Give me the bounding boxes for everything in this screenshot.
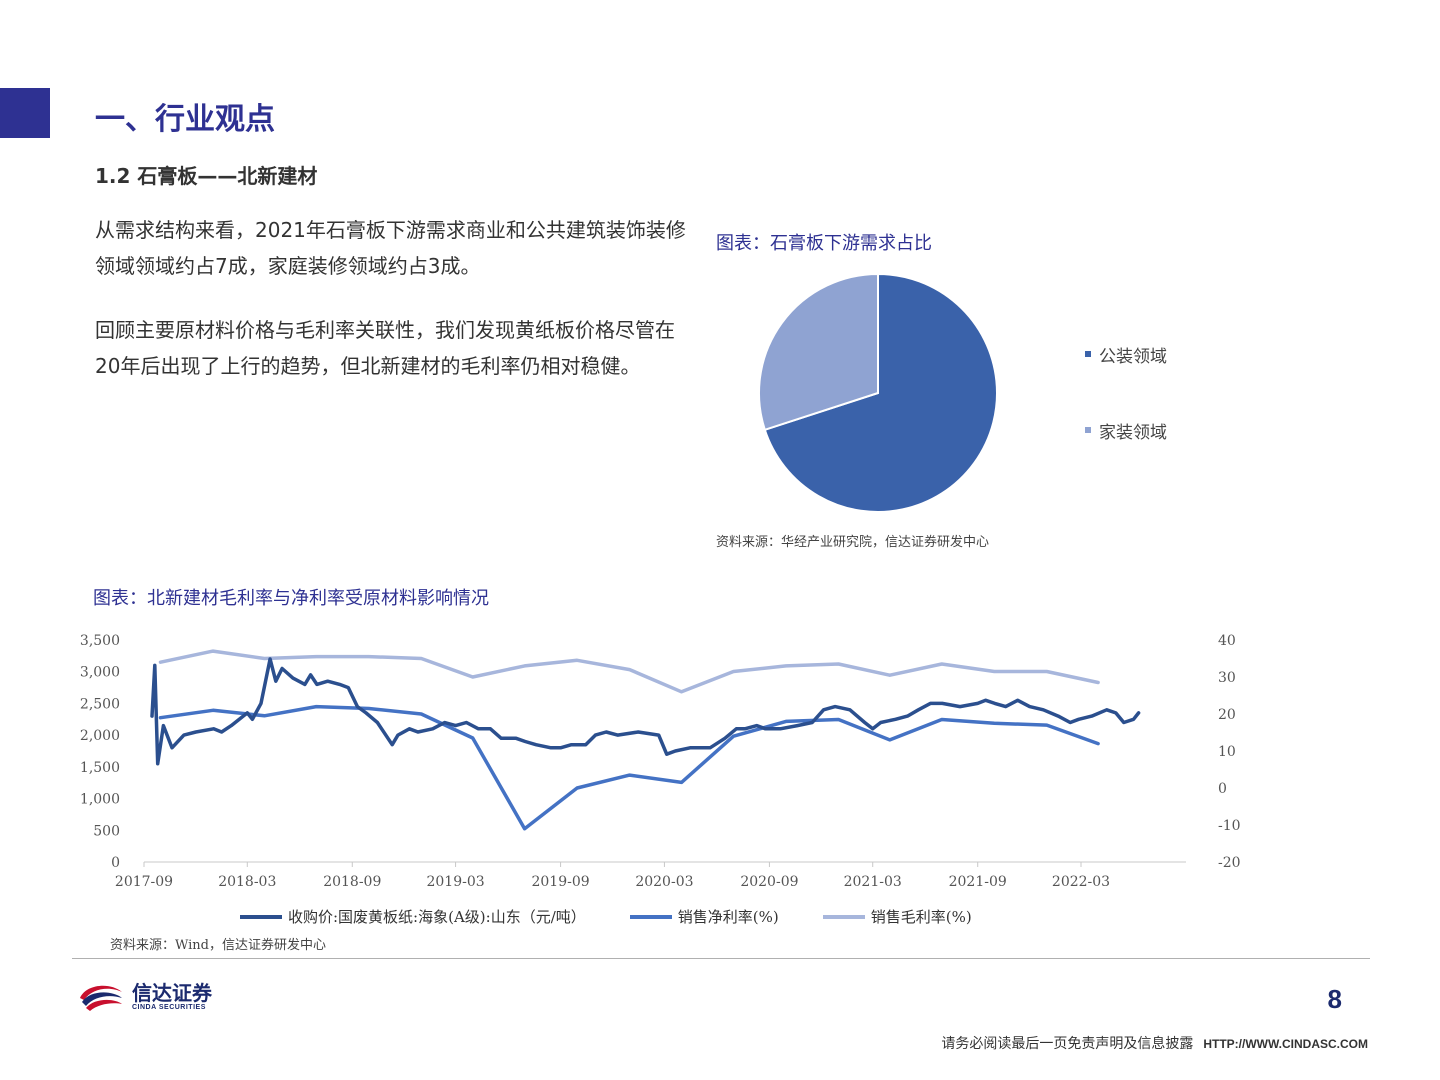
logo-cn-text: 信达证券 bbox=[132, 982, 212, 1005]
line-chart-legend: 收购价:国废黄板纸:海象(A级):山东（元/吨） 销售净利率(%) 销售毛利率(%) bbox=[240, 906, 1016, 927]
x-tick-label: 2022-03 bbox=[1052, 874, 1110, 890]
legend-label: 收购价:国废黄板纸:海象(A级):山东（元/吨） bbox=[288, 908, 586, 926]
legend-swatch bbox=[1085, 427, 1091, 433]
legend-label: 销售毛利率(%) bbox=[870, 908, 972, 926]
series-line-3 bbox=[158, 649, 1100, 694]
legend-swatch bbox=[822, 914, 865, 919]
line-chart: 2017-09 2018-03 2018-09 2019-03 2019-09 2020-… bbox=[80, 633, 1240, 890]
x-tick-label: 2021-03 bbox=[844, 874, 902, 890]
series-line-1 bbox=[150, 657, 1141, 766]
y-left-tick-label: 1,000 bbox=[80, 792, 120, 808]
x-tick-label: 2020-09 bbox=[740, 874, 798, 890]
y-left-tick-label: 2,500 bbox=[80, 696, 120, 712]
cinda-logo-icon bbox=[80, 985, 122, 1011]
company-logo: 信达证券 CINDA SECURITIES bbox=[78, 982, 212, 1012]
x-tick-label: 2019-09 bbox=[531, 874, 589, 890]
y-right-tick-label: -10 bbox=[1218, 818, 1240, 834]
line-figure-source: 资料来源：Wind，信达证券研发中心 bbox=[110, 938, 326, 953]
pie-legend-item: 公装领域 bbox=[1085, 342, 1167, 367]
pie-figure-source: 资料来源：华经产业研究院，信达证券研发中心 bbox=[716, 535, 990, 550]
y-right-tick-label: -20 bbox=[1218, 855, 1240, 871]
disclaimer-text: 请务必阅读最后一页免责声明及信息披露 bbox=[941, 1036, 1194, 1052]
y-right-tick-label: 20 bbox=[1218, 707, 1236, 723]
paragraph-demand-structure: 从需求结构来看，2021年石膏板下游需求商业和公共建筑装饰装修领域领域约占7成，… bbox=[95, 218, 686, 278]
line-legend-item: 销售净利率(%) bbox=[629, 906, 779, 927]
y-right-tick-label: 0 bbox=[1218, 781, 1227, 797]
legend-swatch bbox=[629, 914, 672, 919]
pie-slice-1 bbox=[763, 272, 998, 513]
legend-swatch bbox=[240, 914, 282, 919]
pie-figure-caption: 图表：石膏板下游需求占比 bbox=[716, 233, 932, 254]
y-right-tick-label: 30 bbox=[1218, 670, 1236, 686]
pie-legend-item: 家装领域 bbox=[1085, 418, 1167, 443]
line-legend-item: 销售毛利率(%) bbox=[822, 906, 972, 927]
legend-label: 公装领域 bbox=[1099, 346, 1167, 367]
pie-slice-2 bbox=[758, 272, 879, 432]
y-right-tick-label: 10 bbox=[1218, 744, 1236, 760]
line-legend-item: 收购价:国废黄板纸:海象(A级):山东（元/吨） bbox=[240, 906, 586, 927]
pie-legend: 公装领域 家装领域 bbox=[1085, 342, 1167, 494]
legend-swatch bbox=[1085, 351, 1091, 357]
x-tick-label: 2020-03 bbox=[635, 874, 693, 890]
y-left-tick-label: 1,500 bbox=[80, 760, 120, 776]
y-left-tick-label: 3,000 bbox=[80, 665, 120, 681]
x-tick-label: 2017-09 bbox=[115, 874, 173, 890]
logo-en-text: CINDA SECURITIES bbox=[132, 1003, 206, 1011]
y-right-tick-label: 40 bbox=[1218, 633, 1236, 649]
legend-label: 销售净利率(%) bbox=[677, 908, 779, 926]
x-tick-label: 2019-03 bbox=[426, 874, 484, 890]
x-tick-label: 2021-09 bbox=[949, 874, 1007, 890]
page-number: 8 bbox=[1327, 984, 1342, 1014]
footer-disclaimer: 请务必阅读最后一页免责声明及信息披露 HTTP://WWW.CINDASC.COM bbox=[941, 1033, 1368, 1053]
paragraph-raw-material: 回顾主要原材料价格与毛利率关联性，我们发现黄纸板价格尽管在20年后出现了上行的趋… bbox=[95, 318, 675, 378]
x-tick-label: 2018-03 bbox=[218, 874, 276, 890]
section-title: 一、行业观点 bbox=[95, 102, 275, 137]
website-link[interactable]: HTTP://WWW.CINDASC.COM bbox=[1203, 1037, 1368, 1051]
x-tick-label: 2018-09 bbox=[323, 874, 381, 890]
y-left-tick-label: 0 bbox=[111, 855, 120, 871]
pie-chart bbox=[758, 272, 998, 513]
legend-label: 家装领域 bbox=[1099, 422, 1167, 443]
sub-title: 1.2 石膏板——北新建材 bbox=[95, 164, 318, 188]
y-left-tick-label: 500 bbox=[93, 823, 120, 839]
y-left-tick-label: 3,500 bbox=[80, 633, 120, 649]
series-line-2 bbox=[158, 704, 1100, 831]
line-figure-caption: 图表：北新建材毛利率与净利率受原材料影响情况 bbox=[93, 588, 489, 609]
footer-divider bbox=[72, 958, 1370, 959]
y-left-tick-label: 2,000 bbox=[80, 728, 120, 744]
section-accent-block bbox=[0, 88, 50, 138]
